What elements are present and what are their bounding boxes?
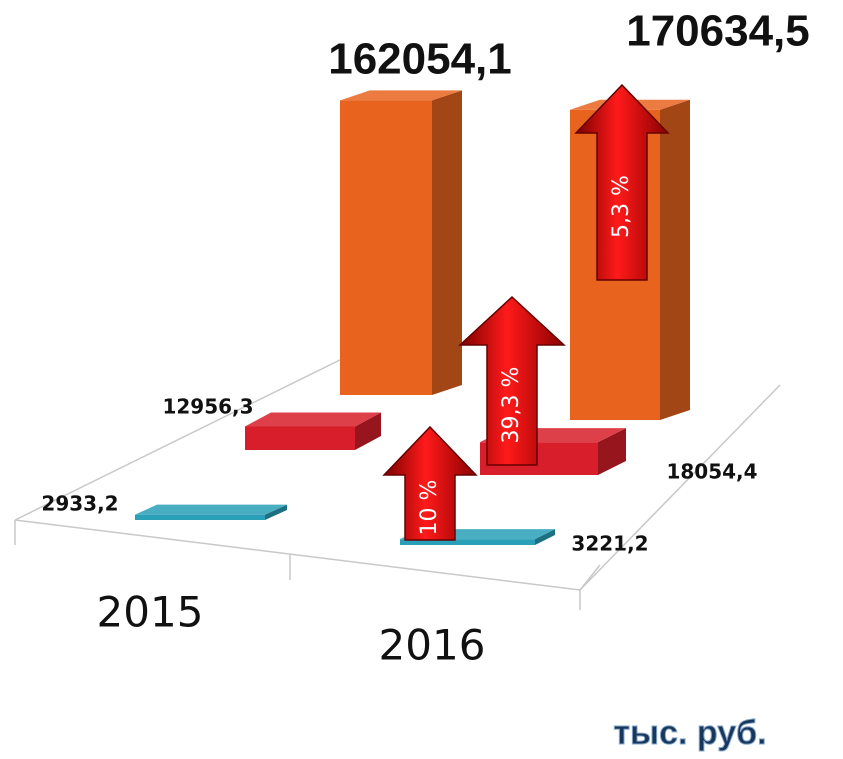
- data-label: 12956,3: [162, 395, 253, 419]
- labels: 162054,1 170634,5 12956,3 18054,4 2933,2 3221…: [41, 7, 809, 670]
- arrow-label: 39,3 %: [499, 367, 524, 444]
- arrow-shape: [574, 83, 670, 281]
- axis-tick: [579, 564, 601, 591]
- bar-top: [245, 412, 381, 427]
- bar-side: [535, 529, 555, 545]
- data-label: 2933,2: [41, 492, 118, 516]
- arrow-label: 5,3 %: [609, 175, 634, 238]
- growth-arrow: 5,3 %: [574, 83, 670, 281]
- bar-side: [598, 428, 626, 475]
- bar-side: [432, 90, 462, 396]
- bar-top: [135, 504, 287, 515]
- arrow-shape: [458, 295, 566, 466]
- growth-arrow: 10 %: [382, 425, 478, 541]
- arrow-label: 10 %: [417, 480, 442, 536]
- bar-front: [135, 514, 265, 520]
- bar-side: [660, 99, 690, 420]
- data-label: 170634,5: [626, 7, 810, 56]
- floor: [14, 354, 781, 610]
- bar-top: [340, 90, 462, 101]
- arrow-shape: [382, 425, 478, 541]
- bar-side: [355, 412, 381, 450]
- data-label: 3221,2: [571, 532, 648, 556]
- bar-front: [340, 100, 432, 396]
- growth-arrow: 39,3 %: [458, 295, 566, 466]
- bar-side: [265, 504, 287, 520]
- bar-front: [245, 426, 355, 450]
- unit-label: тыс. руб.: [613, 714, 766, 752]
- x-tick-label: 2015: [97, 588, 204, 637]
- data-label: 18054,4: [666, 460, 757, 484]
- bar-front: [400, 539, 535, 545]
- floor-edge: [14, 354, 351, 521]
- data-label: 162054,1: [328, 35, 512, 84]
- x-tick-label: 2016: [379, 621, 486, 670]
